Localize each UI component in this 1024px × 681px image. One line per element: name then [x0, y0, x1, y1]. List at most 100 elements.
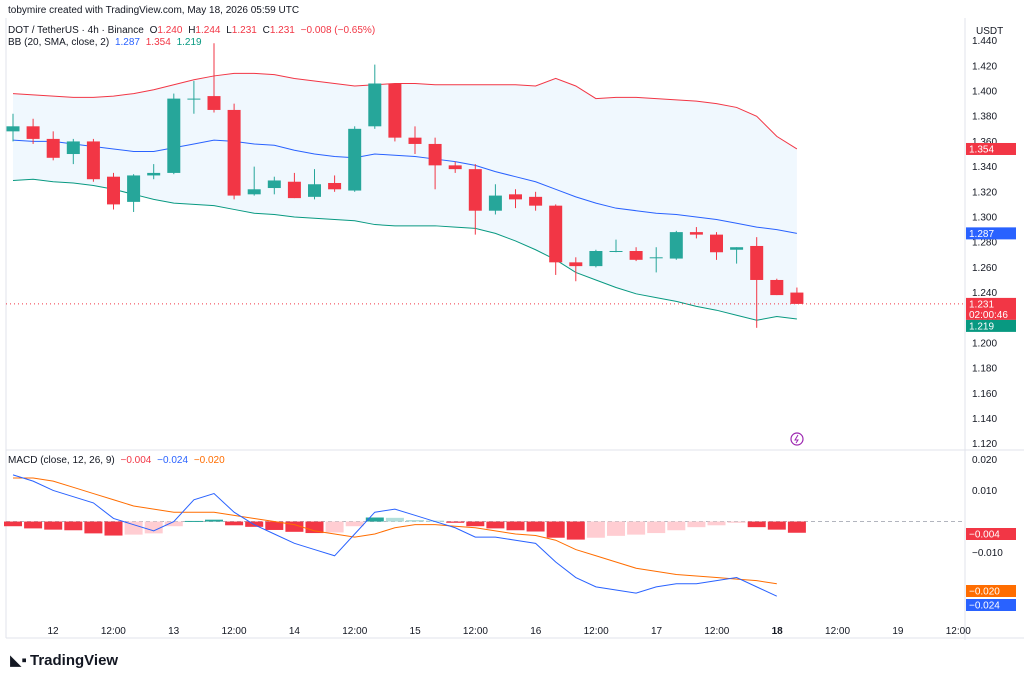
macd-histogram-bar — [546, 521, 565, 538]
candle-body — [368, 83, 382, 127]
candle — [669, 230, 683, 260]
candle-body — [6, 126, 20, 132]
time-tick-label: 17 — [651, 626, 663, 637]
candle — [488, 184, 502, 215]
macd-histogram-bar — [707, 521, 726, 526]
candle-body — [569, 262, 583, 267]
candle-body — [589, 251, 603, 267]
bb-upper-tag: 1.354 — [969, 144, 994, 155]
candle — [308, 169, 321, 200]
macd-histogram-bar — [24, 521, 43, 529]
candle — [388, 83, 402, 142]
candle-body — [710, 234, 723, 253]
macd-zero-tag: 0.000 — [969, 517, 994, 528]
candle-body — [448, 165, 462, 170]
candle — [26, 118, 40, 144]
price-tick-label: 1.300 — [972, 212, 997, 223]
low-value: 1.231 — [231, 25, 257, 36]
time-tick-label: 12:00 — [101, 626, 126, 637]
macd-hist-tag: −0.004 — [969, 530, 1000, 541]
macd-signal-line — [13, 477, 777, 585]
symbol-label: DOT / TetherUS · 4h · Binance — [8, 25, 144, 36]
candle-body — [127, 175, 141, 202]
candle — [649, 247, 663, 273]
candle-body — [388, 83, 402, 138]
bb-lower-line — [12, 178, 797, 321]
macd-histogram-bar — [184, 520, 203, 522]
candle — [207, 43, 221, 113]
candle — [247, 166, 261, 196]
time-tick-label: 12:00 — [342, 626, 367, 637]
macd-line — [12, 474, 778, 597]
candle-body — [227, 109, 241, 196]
candle-body — [428, 143, 442, 166]
macd-signal-tag: −0.020 — [969, 587, 1000, 598]
legend-price-row: DOT / TetherUS · 4h · Binance O1.240 H1.… — [8, 25, 378, 36]
candle — [107, 172, 120, 210]
candle — [167, 93, 181, 175]
bb-lower-tag-bg — [966, 319, 1016, 332]
time-tick-label: 12:00 — [704, 626, 729, 637]
candle — [368, 64, 382, 129]
price-tick-label: 1.140 — [972, 414, 997, 425]
time-tick-label: 12:00 — [584, 626, 609, 637]
high-value: 1.244 — [195, 25, 221, 36]
candle-body — [689, 232, 703, 235]
candle — [710, 232, 723, 260]
candle — [549, 204, 563, 275]
candle-body — [730, 247, 744, 250]
time-tick-label: 12:00 — [825, 626, 850, 637]
candle — [468, 164, 482, 235]
candle — [589, 249, 603, 268]
candle — [66, 138, 80, 165]
macd-histogram-bar — [385, 517, 404, 522]
price-tick-label: 1.280 — [972, 238, 997, 249]
macd-histogram-bar — [44, 521, 63, 530]
price-tick-label: 1.360 — [972, 137, 997, 148]
candle — [187, 80, 201, 114]
macd-tick-label: −0.010 — [972, 548, 1003, 559]
candle — [750, 237, 764, 328]
macd-histogram-bar — [747, 521, 766, 528]
candle-body — [167, 98, 181, 173]
open-label: O — [149, 25, 158, 36]
macd-histogram-bar — [787, 521, 806, 533]
macd-histogram-bar — [446, 521, 465, 523]
time-tick-label: 15 — [410, 626, 422, 637]
macd-histogram-bar — [104, 521, 123, 536]
candle — [227, 103, 241, 200]
macd-tick-label: 0.020 — [972, 455, 997, 466]
low-label: L — [226, 25, 232, 36]
macd-line-tag: −0.024 — [969, 601, 1000, 612]
macd-line-tag-bg — [966, 599, 1016, 611]
open-value: 1.240 — [157, 25, 183, 36]
macd-signal-value: −0.020 — [193, 455, 225, 466]
bb-label: BB (20, SMA, close, 2) — [8, 37, 110, 48]
candle — [147, 164, 161, 180]
time-tick-label: 12:00 — [463, 626, 488, 637]
time-tick-label: 12:00 — [946, 626, 971, 637]
candle-body — [107, 176, 120, 205]
candle-body — [348, 128, 362, 191]
legend-bb-row: BB (20, SMA, close, 2) 1.287 1.354 1.219 — [8, 37, 205, 48]
candle-body — [609, 251, 623, 253]
candle-body — [86, 141, 100, 180]
price-tick-label: 1.320 — [972, 187, 997, 198]
macd-histogram-bar — [205, 519, 223, 522]
candle-body — [669, 232, 683, 259]
candle — [569, 257, 583, 282]
price-tick-label: 1.380 — [972, 112, 997, 123]
candle — [770, 278, 784, 296]
time-tick-label: 19 — [892, 626, 904, 637]
candle — [730, 247, 744, 264]
candle — [127, 174, 141, 212]
candle-body — [468, 169, 482, 211]
candle-body — [287, 181, 301, 199]
price-tick-label: 1.340 — [972, 162, 997, 173]
macd-histogram-bar — [566, 521, 585, 540]
macd-histogram-bar — [124, 521, 143, 535]
bb-basis-line — [12, 139, 797, 234]
macd-histogram-bar — [144, 521, 163, 534]
candle-body — [509, 194, 522, 200]
